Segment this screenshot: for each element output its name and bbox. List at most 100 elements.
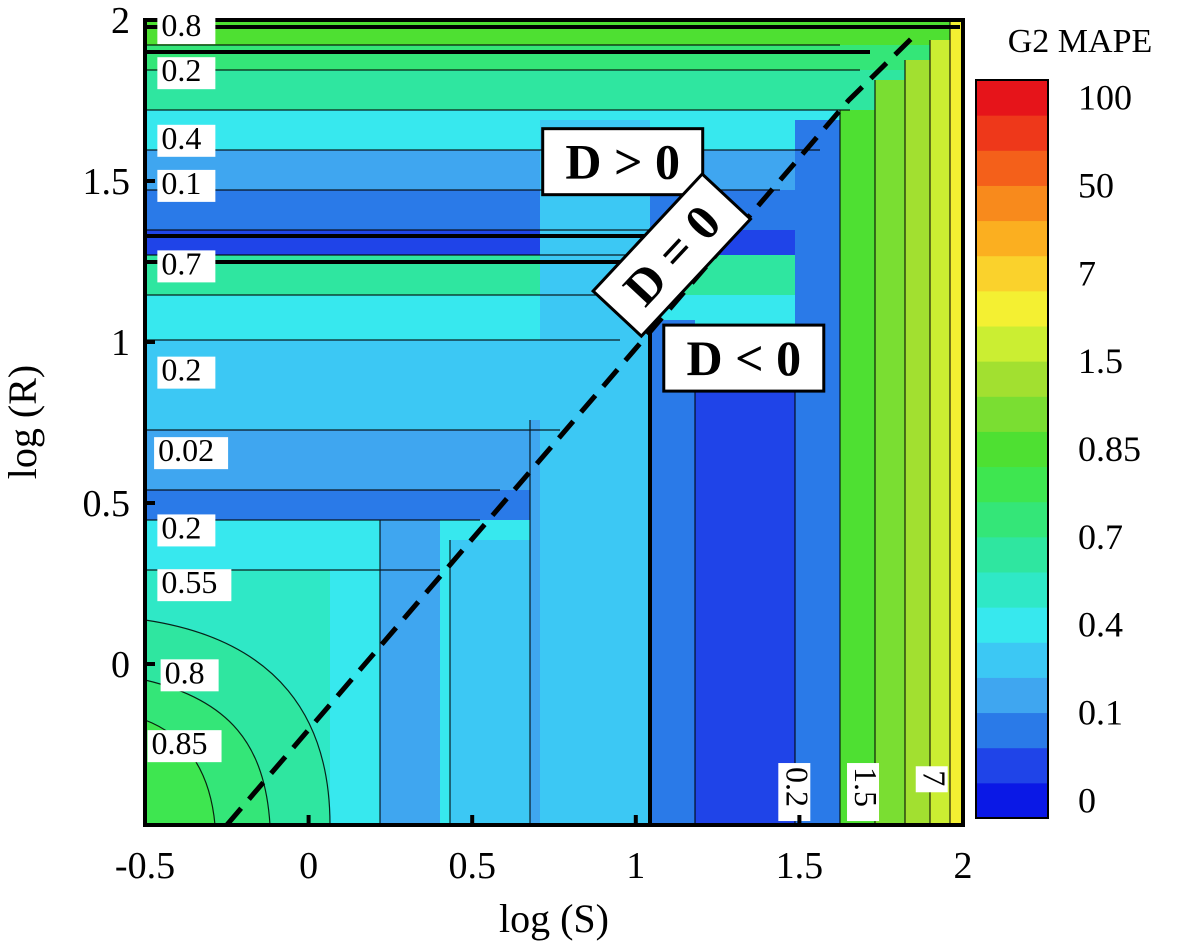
contour-label-text: 7 xyxy=(917,770,953,786)
colorbar-tick-label: 0.4 xyxy=(1078,605,1123,645)
y-tick-label: 1 xyxy=(111,322,130,364)
contour-label-text: 0.02 xyxy=(158,432,214,468)
contour-label-text: 0.85 xyxy=(152,725,208,761)
x-tick-label: 1.5 xyxy=(776,845,824,887)
colorbar-swatch xyxy=(976,466,1048,503)
contour-label: 0.8 xyxy=(157,7,216,45)
contour-label-bg xyxy=(157,250,216,283)
contour-label-bg xyxy=(154,437,229,470)
y-tick-label: 2 xyxy=(111,0,130,42)
region-label-text: D < 0 xyxy=(686,330,801,386)
contour-label-text: 0.55 xyxy=(161,564,217,600)
contour-label-text: 0.1 xyxy=(161,165,201,201)
colorbar-swatch xyxy=(976,431,1048,468)
colorbar-swatch xyxy=(976,361,1048,397)
x-tick-label: 0 xyxy=(299,845,318,887)
region-label: D < 0 xyxy=(662,323,826,393)
region-labels: D > 0D = 0D < 0 xyxy=(541,127,826,393)
x-axis-ticks: -0.5 0 0.5 1 1.5 2 xyxy=(115,815,973,887)
colorbar-tick-label: 0 xyxy=(1078,780,1096,820)
contour-label-bg xyxy=(915,766,948,793)
colorbar-swatch xyxy=(976,115,1048,151)
contour-label-text: 0.2 xyxy=(161,509,201,545)
contour-label: 0.8 xyxy=(160,654,219,692)
contour-label-text: 0.2 xyxy=(161,52,201,88)
contour-label-bg xyxy=(157,569,232,602)
contour-label-text: 0.2 xyxy=(779,767,815,807)
contour-label-text: 0.8 xyxy=(161,7,201,43)
boundary-line xyxy=(224,34,916,825)
colorbar-swatch xyxy=(976,255,1048,292)
contour-label-bg xyxy=(157,57,216,90)
region-label-box xyxy=(541,127,705,197)
y-axis-ticks: 0 0.5 1 1.5 2 xyxy=(83,0,155,686)
colorbar-tick-label: 0.7 xyxy=(1078,517,1123,557)
contour-label: 0.7 xyxy=(157,245,216,283)
contour-label-bg xyxy=(160,659,219,692)
colorbar-tick-label: 1.5 xyxy=(1078,341,1123,381)
contour-label-bg xyxy=(157,356,216,389)
contour-label: 0.2 xyxy=(157,52,216,90)
colorbar-swatch xyxy=(976,747,1048,784)
colorbar-tick-label: 0.85 xyxy=(1078,429,1141,469)
contour-label-bg xyxy=(847,763,880,822)
colorbar-swatch xyxy=(976,185,1048,222)
colorbar-swatch xyxy=(976,326,1048,362)
boundary-line-path xyxy=(224,34,916,825)
contour-label-text: 0.7 xyxy=(161,245,201,281)
colorbar-swatch xyxy=(976,150,1048,186)
contour-label: 0.85 xyxy=(147,725,222,763)
colorbar-tick-label: 50 xyxy=(1078,165,1114,205)
x-axis-label: log (S) xyxy=(499,896,609,941)
contour-label-bg xyxy=(778,763,811,822)
contour-label-bg xyxy=(157,12,216,45)
contour-label-text: 1.5 xyxy=(848,767,884,807)
colorbar-swatch xyxy=(976,220,1048,257)
region-label-box xyxy=(662,323,826,393)
colorbar-swatch xyxy=(976,677,1048,714)
colorbar-swatch xyxy=(976,642,1048,678)
colorbar-frame xyxy=(975,79,1049,819)
y-axis-label: log (R) xyxy=(0,365,45,479)
contour-labels: 0.8 0.2 0.4 0.1 0.7 0.2 0.02 0.2 0.55 0.8 0.85 0.2 1… xyxy=(147,7,953,822)
colorbar-swatch xyxy=(976,396,1048,432)
contour-label: 0.1 xyxy=(157,165,216,202)
contour-label: 0.55 xyxy=(157,564,232,602)
contour-label: 7 xyxy=(915,766,953,793)
region-label: D > 0 xyxy=(541,127,705,197)
colorbar-tick-label: 0.1 xyxy=(1078,693,1123,733)
colorbar-swatch xyxy=(976,80,1048,116)
colorbar-swatch xyxy=(976,712,1048,749)
y-tick-label: 0.5 xyxy=(83,483,131,525)
colorbar-tick-labels: 0 0.1 0.4 0.7 0.85 1.5 7 50 100 xyxy=(1078,78,1141,821)
contour-label: 0.02 xyxy=(154,432,229,470)
colorbar-title: G2 MAPE xyxy=(1008,23,1153,60)
region-label-box xyxy=(590,171,753,339)
contour-label: 0.2 xyxy=(778,763,815,822)
region-label-text: D > 0 xyxy=(565,134,680,190)
contour-label-text: 0.2 xyxy=(161,352,201,388)
colorbar-tick-label: 100 xyxy=(1078,78,1132,118)
contour-label-bg xyxy=(157,124,216,157)
contour-label: 1.5 xyxy=(847,763,884,822)
colorbar-swatch xyxy=(976,782,1048,819)
contour-label-text: 0.4 xyxy=(161,120,201,156)
contour-label-text: 0.8 xyxy=(165,654,205,690)
y-tick-label: 0 xyxy=(111,644,130,686)
colorbar-swatch xyxy=(976,536,1048,573)
colorbar-swatch xyxy=(976,607,1048,643)
x-tick-label: 2 xyxy=(954,845,973,887)
colorbar-swatch xyxy=(976,572,1048,608)
contour-label: 0.2 xyxy=(157,352,216,389)
x-tick-label: -0.5 xyxy=(115,845,175,887)
contour-label-bg xyxy=(157,169,216,202)
colorbar xyxy=(975,79,1049,819)
contour-label-bg xyxy=(157,514,216,547)
x-tick-label: 1 xyxy=(626,845,645,887)
contour-label: 0.4 xyxy=(157,120,216,157)
plot-frame xyxy=(143,18,965,827)
colorbar-tick-label: 7 xyxy=(1078,253,1096,293)
colorbar-swatch xyxy=(976,501,1048,538)
contour-label-bg xyxy=(147,730,222,763)
